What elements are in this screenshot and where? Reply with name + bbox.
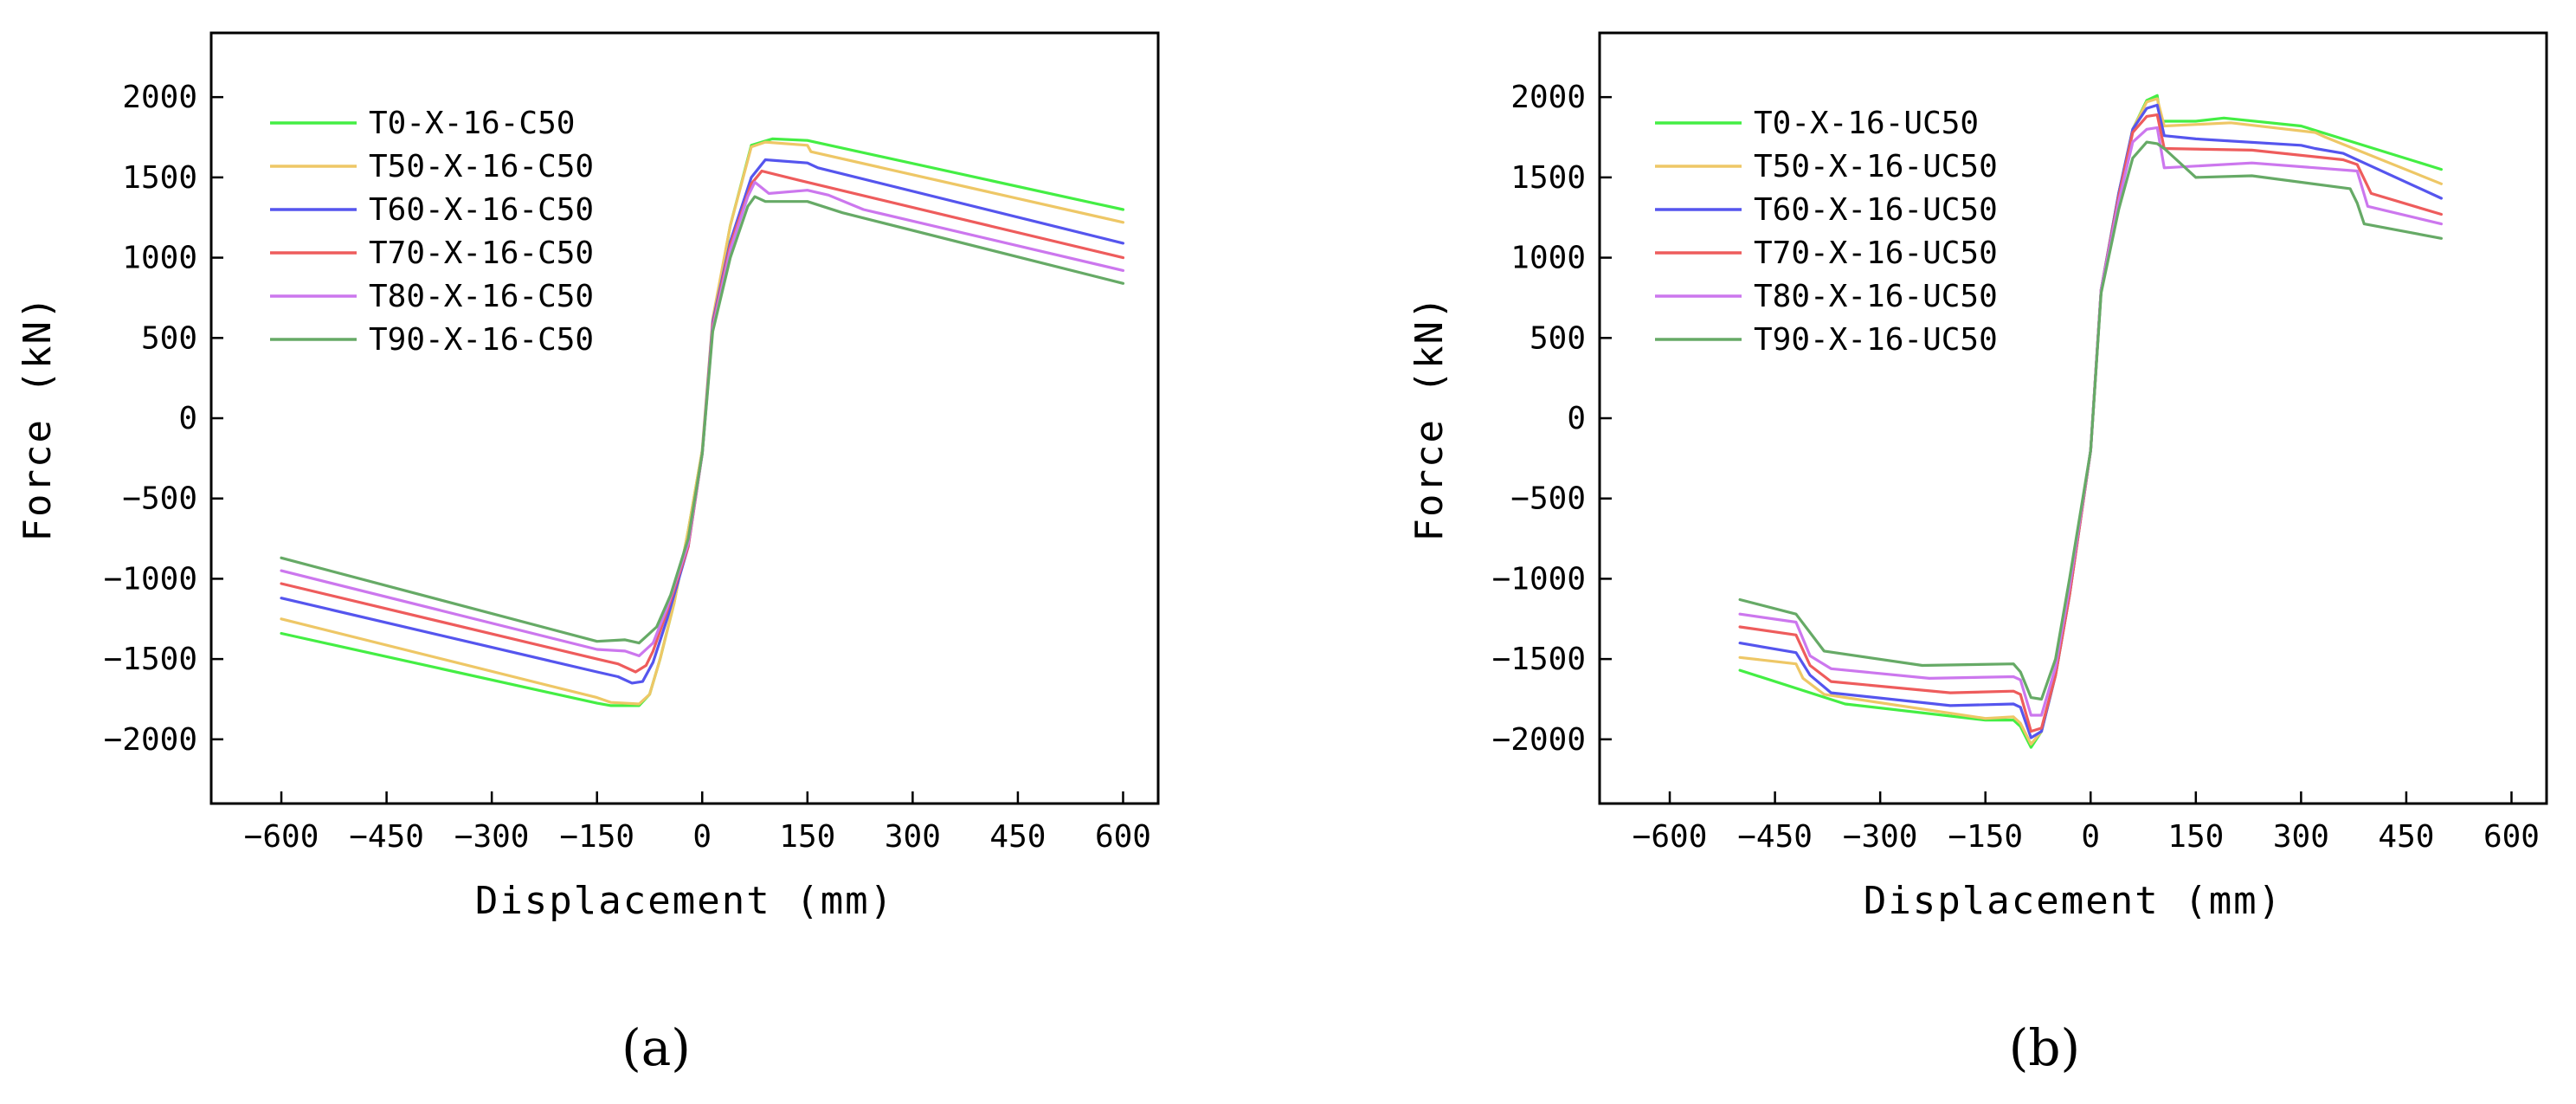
x-tick-label: −300: [454, 819, 530, 855]
legend-label: T60-X-16-C50: [369, 192, 594, 228]
series-line-t90: [280, 195, 1125, 645]
legend-label: T50-X-16-UC50: [1754, 149, 1998, 184]
y-axis-title: Force (kN): [1407, 295, 1452, 542]
y-tick-label: −1500: [1492, 642, 1586, 677]
y-tick-label: 1500: [1510, 160, 1586, 196]
legend-label: T70-X-16-C50: [369, 236, 594, 271]
legend-label: T90-X-16-C50: [369, 322, 594, 358]
x-tick-label: 0: [2081, 819, 2100, 855]
x-tick-label: 450: [989, 819, 1046, 855]
y-axis-title: Force (kN): [16, 295, 60, 542]
y-tick-label: 1500: [122, 160, 197, 196]
y-tick-label: −1500: [104, 642, 197, 677]
panel-label-b: (b): [2009, 1018, 2080, 1077]
legend-label: T0-X-16-C50: [369, 106, 575, 141]
y-tick-label: 1000: [1510, 241, 1586, 276]
x-tick-label: 300: [885, 819, 941, 855]
panel-label-a: (a): [621, 1018, 691, 1077]
legend-label: T50-X-16-C50: [369, 149, 594, 184]
y-tick-label: −1000: [1492, 561, 1586, 597]
x-tick-label: −450: [1737, 819, 1813, 855]
plot-frame: [1598, 31, 2548, 805]
x-tick-label: 150: [2167, 819, 2224, 855]
legend-label: T0-X-16-UC50: [1754, 106, 1979, 141]
x-tick-label: 300: [2273, 819, 2329, 855]
y-tick-label: 500: [141, 320, 197, 356]
panel-a: −600 −450 −300 −150 0 150 300 450 60020001500100…: [16, 31, 1160, 923]
x-axis-title: Displacement (mm): [1864, 879, 2283, 923]
x-tick-label: 600: [2483, 819, 2540, 855]
legend-label: T80-X-16-C50: [369, 279, 594, 314]
legend-label: T80-X-16-UC50: [1754, 279, 1998, 314]
x-tick-label: −150: [1948, 819, 2023, 855]
plot-frame: [209, 31, 1160, 805]
series-line-t90: [1738, 140, 2443, 701]
x-tick-label: 600: [1095, 819, 1151, 855]
panel-b: −600 −450 −300 −150 0 150 300 450 60020001500100…: [1407, 31, 2548, 923]
legend-label: T90-X-16-UC50: [1754, 322, 1998, 358]
y-tick-label: 2000: [1510, 80, 1586, 115]
x-tick-label: −600: [244, 819, 319, 855]
y-tick-label: 1000: [122, 241, 197, 276]
y-tick-label: −2000: [104, 722, 197, 758]
x-tick-label: 450: [2378, 819, 2434, 855]
y-tick-label: 0: [1567, 401, 1586, 436]
y-tick-label: −500: [122, 481, 197, 517]
x-axis-title: Displacement (mm): [475, 879, 894, 923]
y-tick-label: 500: [1530, 320, 1586, 356]
y-tick-label: −500: [1510, 481, 1586, 517]
x-tick-label: −450: [349, 819, 424, 855]
legend-label: T70-X-16-UC50: [1754, 236, 1998, 271]
x-tick-label: 0: [692, 819, 712, 855]
y-tick-label: −1000: [104, 561, 197, 597]
y-tick-label: 2000: [122, 80, 197, 115]
x-tick-label: −150: [559, 819, 634, 855]
y-tick-label: −2000: [1492, 722, 1586, 758]
x-tick-label: −300: [1843, 819, 1918, 855]
x-tick-label: −600: [1633, 819, 1708, 855]
y-tick-label: 0: [178, 401, 197, 436]
x-tick-label: 150: [779, 819, 835, 855]
legend-label: T60-X-16-UC50: [1754, 192, 1998, 228]
